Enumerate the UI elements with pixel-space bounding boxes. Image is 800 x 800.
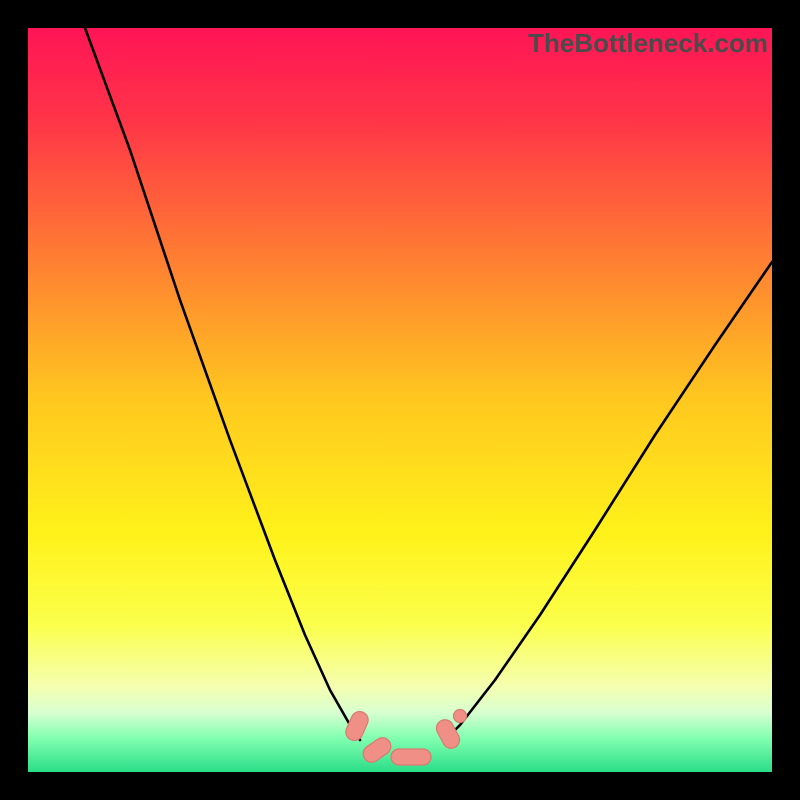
curve-overlay	[0, 0, 800, 800]
bottom-marker-group	[343, 709, 466, 766]
bottom-marker-2	[391, 749, 431, 765]
bottom-marker-4	[454, 710, 467, 723]
right-bottleneck-curve	[445, 262, 772, 740]
bottom-marker-0	[343, 709, 371, 743]
bottom-marker-1	[360, 734, 394, 765]
left-bottleneck-curve	[85, 28, 360, 740]
chart-frame: TheBottleneck.com	[0, 0, 800, 800]
